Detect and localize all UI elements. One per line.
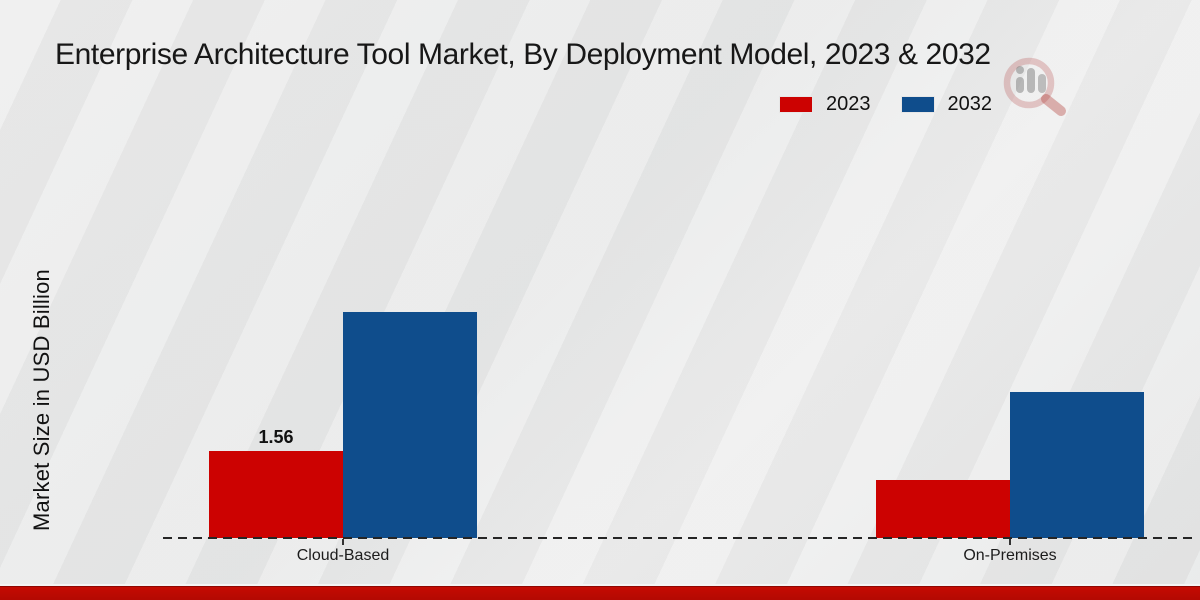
x-axis-baseline — [163, 537, 1192, 539]
bar-2023-cloud-based — [209, 451, 343, 538]
legend-swatch-2032-icon — [900, 96, 935, 113]
bar-2032-cloud-based — [343, 312, 477, 538]
magnifier-bar-chart-logo-icon — [1003, 57, 1066, 116]
x-axis-tick-on-premises — [1009, 539, 1011, 545]
footer-divider — [0, 584, 1200, 586]
legend-item-2032: 2032 — [900, 93, 993, 116]
legend-label-2023: 2023 — [826, 93, 871, 115]
footer-red-band — [0, 586, 1200, 600]
legend-label-2032: 2032 — [947, 93, 993, 115]
legend: 2023 2032 — [779, 93, 992, 116]
bar-2032-on-premises — [1010, 392, 1144, 538]
legend-swatch-2023-icon — [779, 96, 813, 113]
y-axis-label: Market Size in USD Billion — [29, 269, 54, 531]
category-label-on-premises: On-Premises — [963, 547, 1057, 564]
x-axis-tick-cloud-based — [342, 539, 344, 545]
category-label-cloud-based: Cloud-Based — [296, 547, 390, 564]
chart-title: Enterprise Architecture Tool Market, By … — [55, 38, 991, 71]
bar-value-label: 1.56 — [258, 427, 294, 447]
bar-2023-on-premises — [876, 480, 1010, 538]
legend-item-2023: 2023 — [779, 93, 871, 116]
